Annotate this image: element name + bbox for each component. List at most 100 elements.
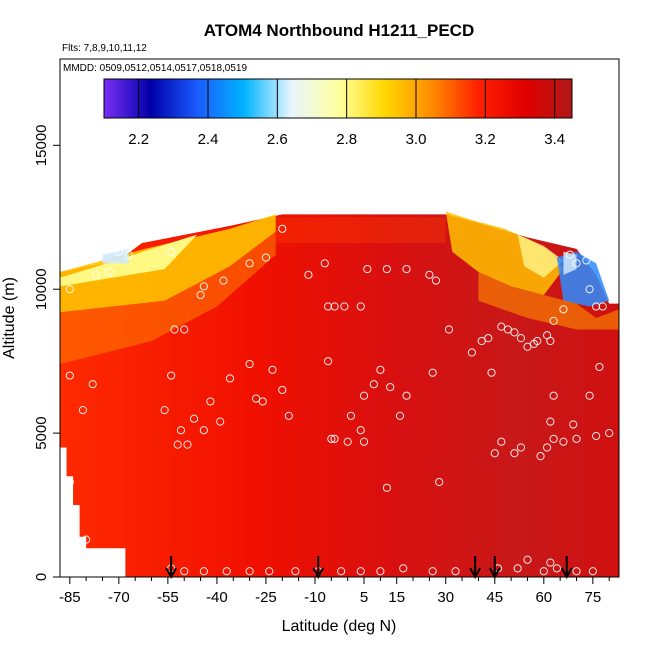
data-point (183, 440, 192, 449)
data-point (359, 437, 369, 446)
flights-subtitle: Flts: 7,8,9,10,11,12 (62, 43, 147, 54)
x-tick-label: -25 (255, 589, 277, 606)
data-point (546, 417, 555, 426)
data-point (510, 449, 519, 458)
data-point (395, 411, 405, 420)
colorbar: 2.2 2.4 2.6 2.8 3.0 3.2 3.4 (103, 78, 573, 148)
data-point (199, 426, 208, 435)
x-tick-label: 45 (486, 589, 503, 606)
colorbar-tick-label: 3.4 (544, 131, 565, 148)
data-point (167, 247, 176, 256)
data-point (261, 253, 271, 262)
data-point (199, 567, 208, 576)
x-tick-label: 60 (535, 589, 552, 606)
data-point (176, 426, 186, 435)
colorbar-tick-label: 3.0 (406, 131, 427, 148)
data-point (323, 302, 333, 311)
data-point (572, 259, 581, 268)
data-point (252, 394, 261, 403)
data-point (382, 264, 392, 274)
data-point (516, 443, 526, 452)
data-point (196, 290, 205, 300)
data-point (320, 259, 329, 268)
colorbar-tick-label: 3.2 (475, 131, 496, 148)
data-point (340, 302, 349, 311)
data-point (559, 437, 568, 446)
data-point (431, 276, 441, 285)
data-point (585, 391, 594, 400)
data-point (425, 270, 434, 279)
data-point (222, 567, 231, 576)
data-point (359, 391, 369, 400)
data-point (546, 336, 555, 346)
data-point (565, 250, 575, 259)
data-point (523, 555, 532, 564)
data-point (180, 325, 189, 334)
data-point (598, 302, 607, 311)
data-point (268, 365, 277, 374)
data-point (284, 411, 293, 420)
data-point (510, 328, 519, 337)
colorbar-tick-label: 2.8 (336, 131, 357, 148)
data-point (65, 371, 74, 380)
data-point (549, 391, 558, 400)
field-band (563, 251, 577, 275)
y-tick-label: 5000 (33, 416, 50, 449)
data-point (451, 567, 460, 576)
data-point (572, 567, 581, 576)
data-point (337, 567, 346, 576)
field-band (275, 217, 446, 244)
plot-area: MMDD: 0509,0512,0514,0517,0518,0519 (59, 58, 620, 580)
data-point (569, 420, 578, 429)
data-point (549, 434, 558, 443)
y-axis-label: Altitude (m) (1, 277, 18, 359)
data-point (245, 567, 254, 576)
data-point (382, 483, 392, 492)
data-point (386, 382, 395, 392)
data-point (330, 302, 339, 311)
data-point (546, 558, 555, 567)
x-tick-label: 5 (360, 589, 368, 606)
data-point (490, 449, 499, 458)
sample-points (65, 224, 614, 576)
data-point (219, 276, 228, 285)
data-point (173, 440, 182, 449)
data-point (180, 567, 189, 576)
data-point (82, 535, 91, 544)
x-tick-label: -40 (206, 589, 228, 606)
data-point (559, 305, 568, 314)
data-point (216, 417, 225, 426)
data-point (189, 414, 199, 423)
data-point (402, 264, 411, 274)
data-point (278, 385, 287, 395)
x-tick-label: -10 (304, 589, 326, 606)
data-point (323, 357, 333, 366)
colorbar-ticks: 2.2 2.4 2.6 2.8 3.0 3.2 3.4 (128, 79, 565, 148)
data-point (592, 431, 601, 441)
field-band (478, 271, 619, 330)
data-point (88, 380, 97, 389)
data-point (245, 359, 254, 369)
x-tick-label: 75 (585, 589, 602, 606)
colorbar-tick-label: 2.2 (128, 131, 149, 148)
x-tick-label: -55 (157, 589, 179, 606)
data-point (245, 259, 254, 268)
dates-subtitle: MMDD: 0509,0512,0514,0517,0518,0519 (63, 63, 247, 74)
data-point (487, 368, 496, 377)
data-point (376, 365, 385, 374)
data-point (402, 391, 411, 400)
data-point (160, 405, 169, 415)
data-point (199, 282, 208, 291)
data-point (363, 264, 372, 274)
x-axis: -85 -70 -55 -40 -25 -10 5 15 30 45 60 75 (59, 577, 610, 606)
data-point (78, 405, 87, 415)
y-tick-label: 10000 (33, 268, 50, 310)
y-tick-label: 15000 (33, 124, 50, 166)
data-point (444, 325, 454, 334)
data-point (330, 434, 339, 443)
data-point (595, 362, 604, 372)
colorbar-tick-label: 2.6 (267, 131, 288, 148)
data-point (399, 564, 408, 573)
y-axis: 0 5000 10000 15000 (33, 124, 60, 581)
data-point (265, 567, 274, 576)
